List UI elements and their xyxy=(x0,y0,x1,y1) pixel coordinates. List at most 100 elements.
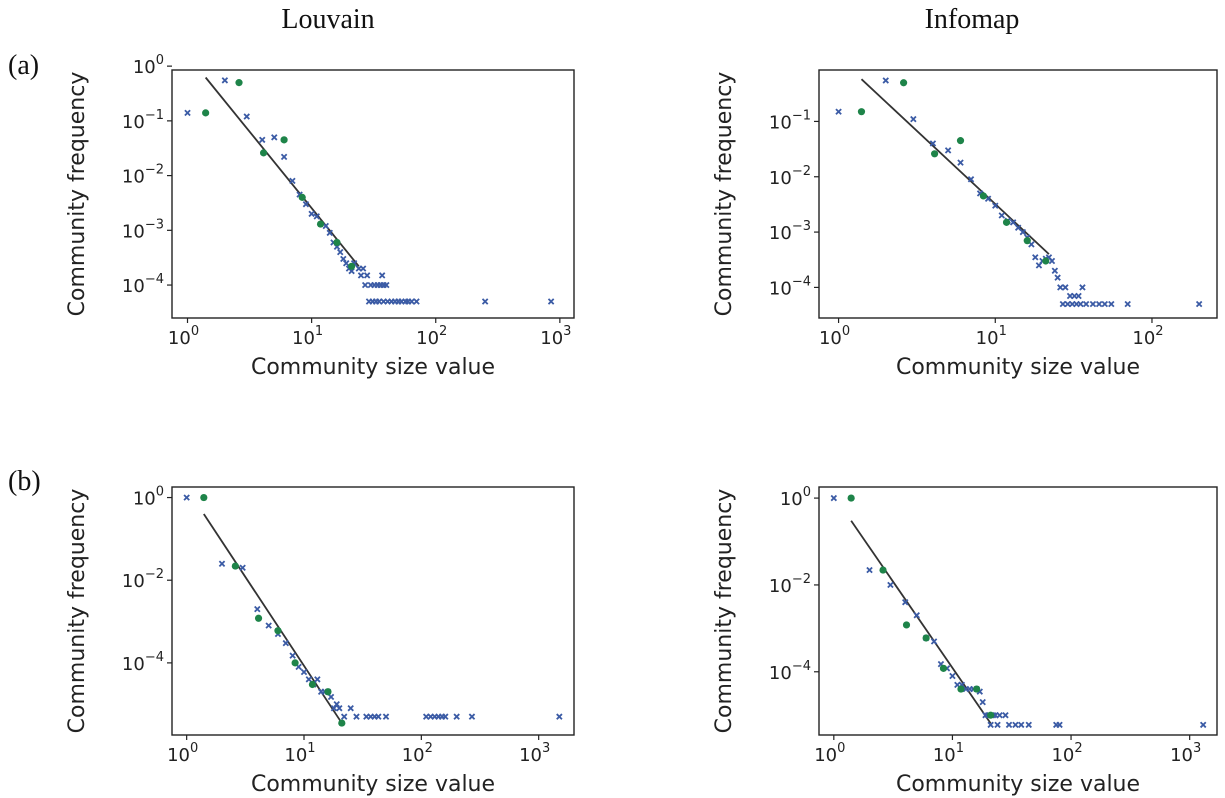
data-point-x xyxy=(221,77,229,84)
data-point-binned xyxy=(1042,257,1050,265)
data-point-x xyxy=(1101,300,1109,308)
x-tick-label: 103 xyxy=(1170,741,1201,766)
data-point-x xyxy=(1124,300,1131,308)
data-point-x xyxy=(336,248,344,256)
data-point-x xyxy=(353,713,360,720)
data-point-x xyxy=(254,605,261,613)
y-tick-label: 10−3 xyxy=(769,219,811,244)
data-point-binned xyxy=(979,192,988,200)
data-point-binned xyxy=(298,193,306,201)
data-point-x xyxy=(998,212,1005,219)
y-tick-label: 100 xyxy=(780,485,811,510)
data-point-x xyxy=(413,298,420,305)
y-tick-label: 10−4 xyxy=(769,659,811,684)
data-point-binned xyxy=(324,688,332,696)
data-point-x xyxy=(265,622,272,629)
data-point-x xyxy=(282,639,290,647)
data-point-x xyxy=(289,652,296,659)
data-point-x xyxy=(1195,300,1203,308)
x-tick-label: 102 xyxy=(416,324,447,349)
x-axis-label: Community size value xyxy=(251,772,495,797)
data-point-x xyxy=(1056,721,1063,729)
data-point-x xyxy=(1025,721,1032,729)
data-point-x xyxy=(1019,228,1027,236)
data-point-binned xyxy=(274,627,282,635)
chart-panel-3: 100 101 102 103 100 10−2 10−4 Community size va… xyxy=(65,485,575,797)
data-point-binned xyxy=(900,79,908,87)
data-point-binned xyxy=(333,238,341,247)
data-point-x xyxy=(1014,224,1022,231)
data-point-x xyxy=(326,229,333,237)
data-point-binned xyxy=(235,79,243,87)
data-point-x xyxy=(882,77,889,84)
y-axis-label: Community frequency xyxy=(712,489,737,734)
data-point-binned xyxy=(902,621,911,629)
x-tick-label: 102 xyxy=(1051,741,1082,766)
data-point-binned xyxy=(338,719,346,727)
x-tick-label: 100 xyxy=(819,324,850,349)
data-point-x xyxy=(1095,300,1103,308)
data-point-x xyxy=(243,113,250,120)
x-axis-label: Community size value xyxy=(896,772,1140,797)
plot-frame xyxy=(818,486,1218,736)
column-title-louvain: Louvain xyxy=(281,4,374,35)
x-tick-label: 101 xyxy=(292,324,323,349)
data-point-binned xyxy=(308,680,317,689)
data-point-binned xyxy=(847,494,855,502)
data-point-x xyxy=(1059,300,1067,308)
x-tick-label: 101 xyxy=(284,741,315,766)
data-point-x xyxy=(383,281,390,289)
data-point-binned xyxy=(973,685,981,693)
data-point-x xyxy=(901,598,909,606)
data-point-x xyxy=(481,298,489,305)
data-point-binned xyxy=(956,137,965,145)
data-point-x xyxy=(357,272,365,279)
y-tick-label: 10−1 xyxy=(122,108,164,133)
y-tick-label: 10−1 xyxy=(769,108,811,133)
chart-panel-4: 100 101 102 103 100 10−2 10−4 Community size va… xyxy=(712,485,1218,797)
data-point-x xyxy=(336,704,343,712)
y-tick-label: 100 xyxy=(133,485,164,510)
data-point-x xyxy=(1054,274,1061,281)
data-point-x xyxy=(327,693,335,701)
y-tick-label: 10−2 xyxy=(769,164,811,189)
data-point-x xyxy=(547,298,555,305)
chart-panel-1: 100 101 102 103 100 10−1 10−2 10−3 10−4 Community… xyxy=(65,53,575,380)
data-point-x xyxy=(887,581,894,589)
data-point-binned xyxy=(1023,237,1031,245)
data-point-x xyxy=(957,159,964,166)
data-point-x xyxy=(333,700,340,708)
data-point-x xyxy=(314,676,321,683)
data-point-x xyxy=(944,147,952,154)
y-tick-label: 10−4 xyxy=(769,274,811,299)
data-point-x xyxy=(218,560,226,568)
chart-panel-2: 100 101 102 10−1 10−2 10−3 10−4 Community size … xyxy=(712,69,1218,380)
data-point-x xyxy=(1108,300,1115,308)
y-tick-label: 10−4 xyxy=(122,272,164,297)
x-tick-label: 101 xyxy=(933,741,964,766)
data-point-x xyxy=(280,153,288,161)
data-point-binned xyxy=(939,664,948,672)
data-point-x xyxy=(1005,721,1013,729)
y-tick-label: 10−2 xyxy=(122,567,164,592)
y-tick-label: 10−2 xyxy=(769,572,811,597)
data-point-x xyxy=(1082,300,1090,308)
x-tick-label: 100 xyxy=(167,741,198,766)
data-point-binned xyxy=(348,262,356,270)
fit-line xyxy=(204,76,360,267)
data-point-x xyxy=(442,713,449,720)
data-point-x xyxy=(239,564,246,572)
data-point-x xyxy=(979,698,986,706)
data-point-x xyxy=(313,213,320,220)
data-point-x xyxy=(929,140,937,147)
x-tick-label: 102 xyxy=(402,741,433,766)
data-point-binned xyxy=(316,220,325,228)
fit-line xyxy=(860,78,1050,255)
data-point-x xyxy=(996,711,1003,719)
data-point-binned xyxy=(280,136,288,144)
data-point-x xyxy=(1032,254,1039,261)
data-point-x xyxy=(1062,284,1069,291)
data-point-x xyxy=(347,704,354,712)
data-point-x xyxy=(994,721,1001,729)
